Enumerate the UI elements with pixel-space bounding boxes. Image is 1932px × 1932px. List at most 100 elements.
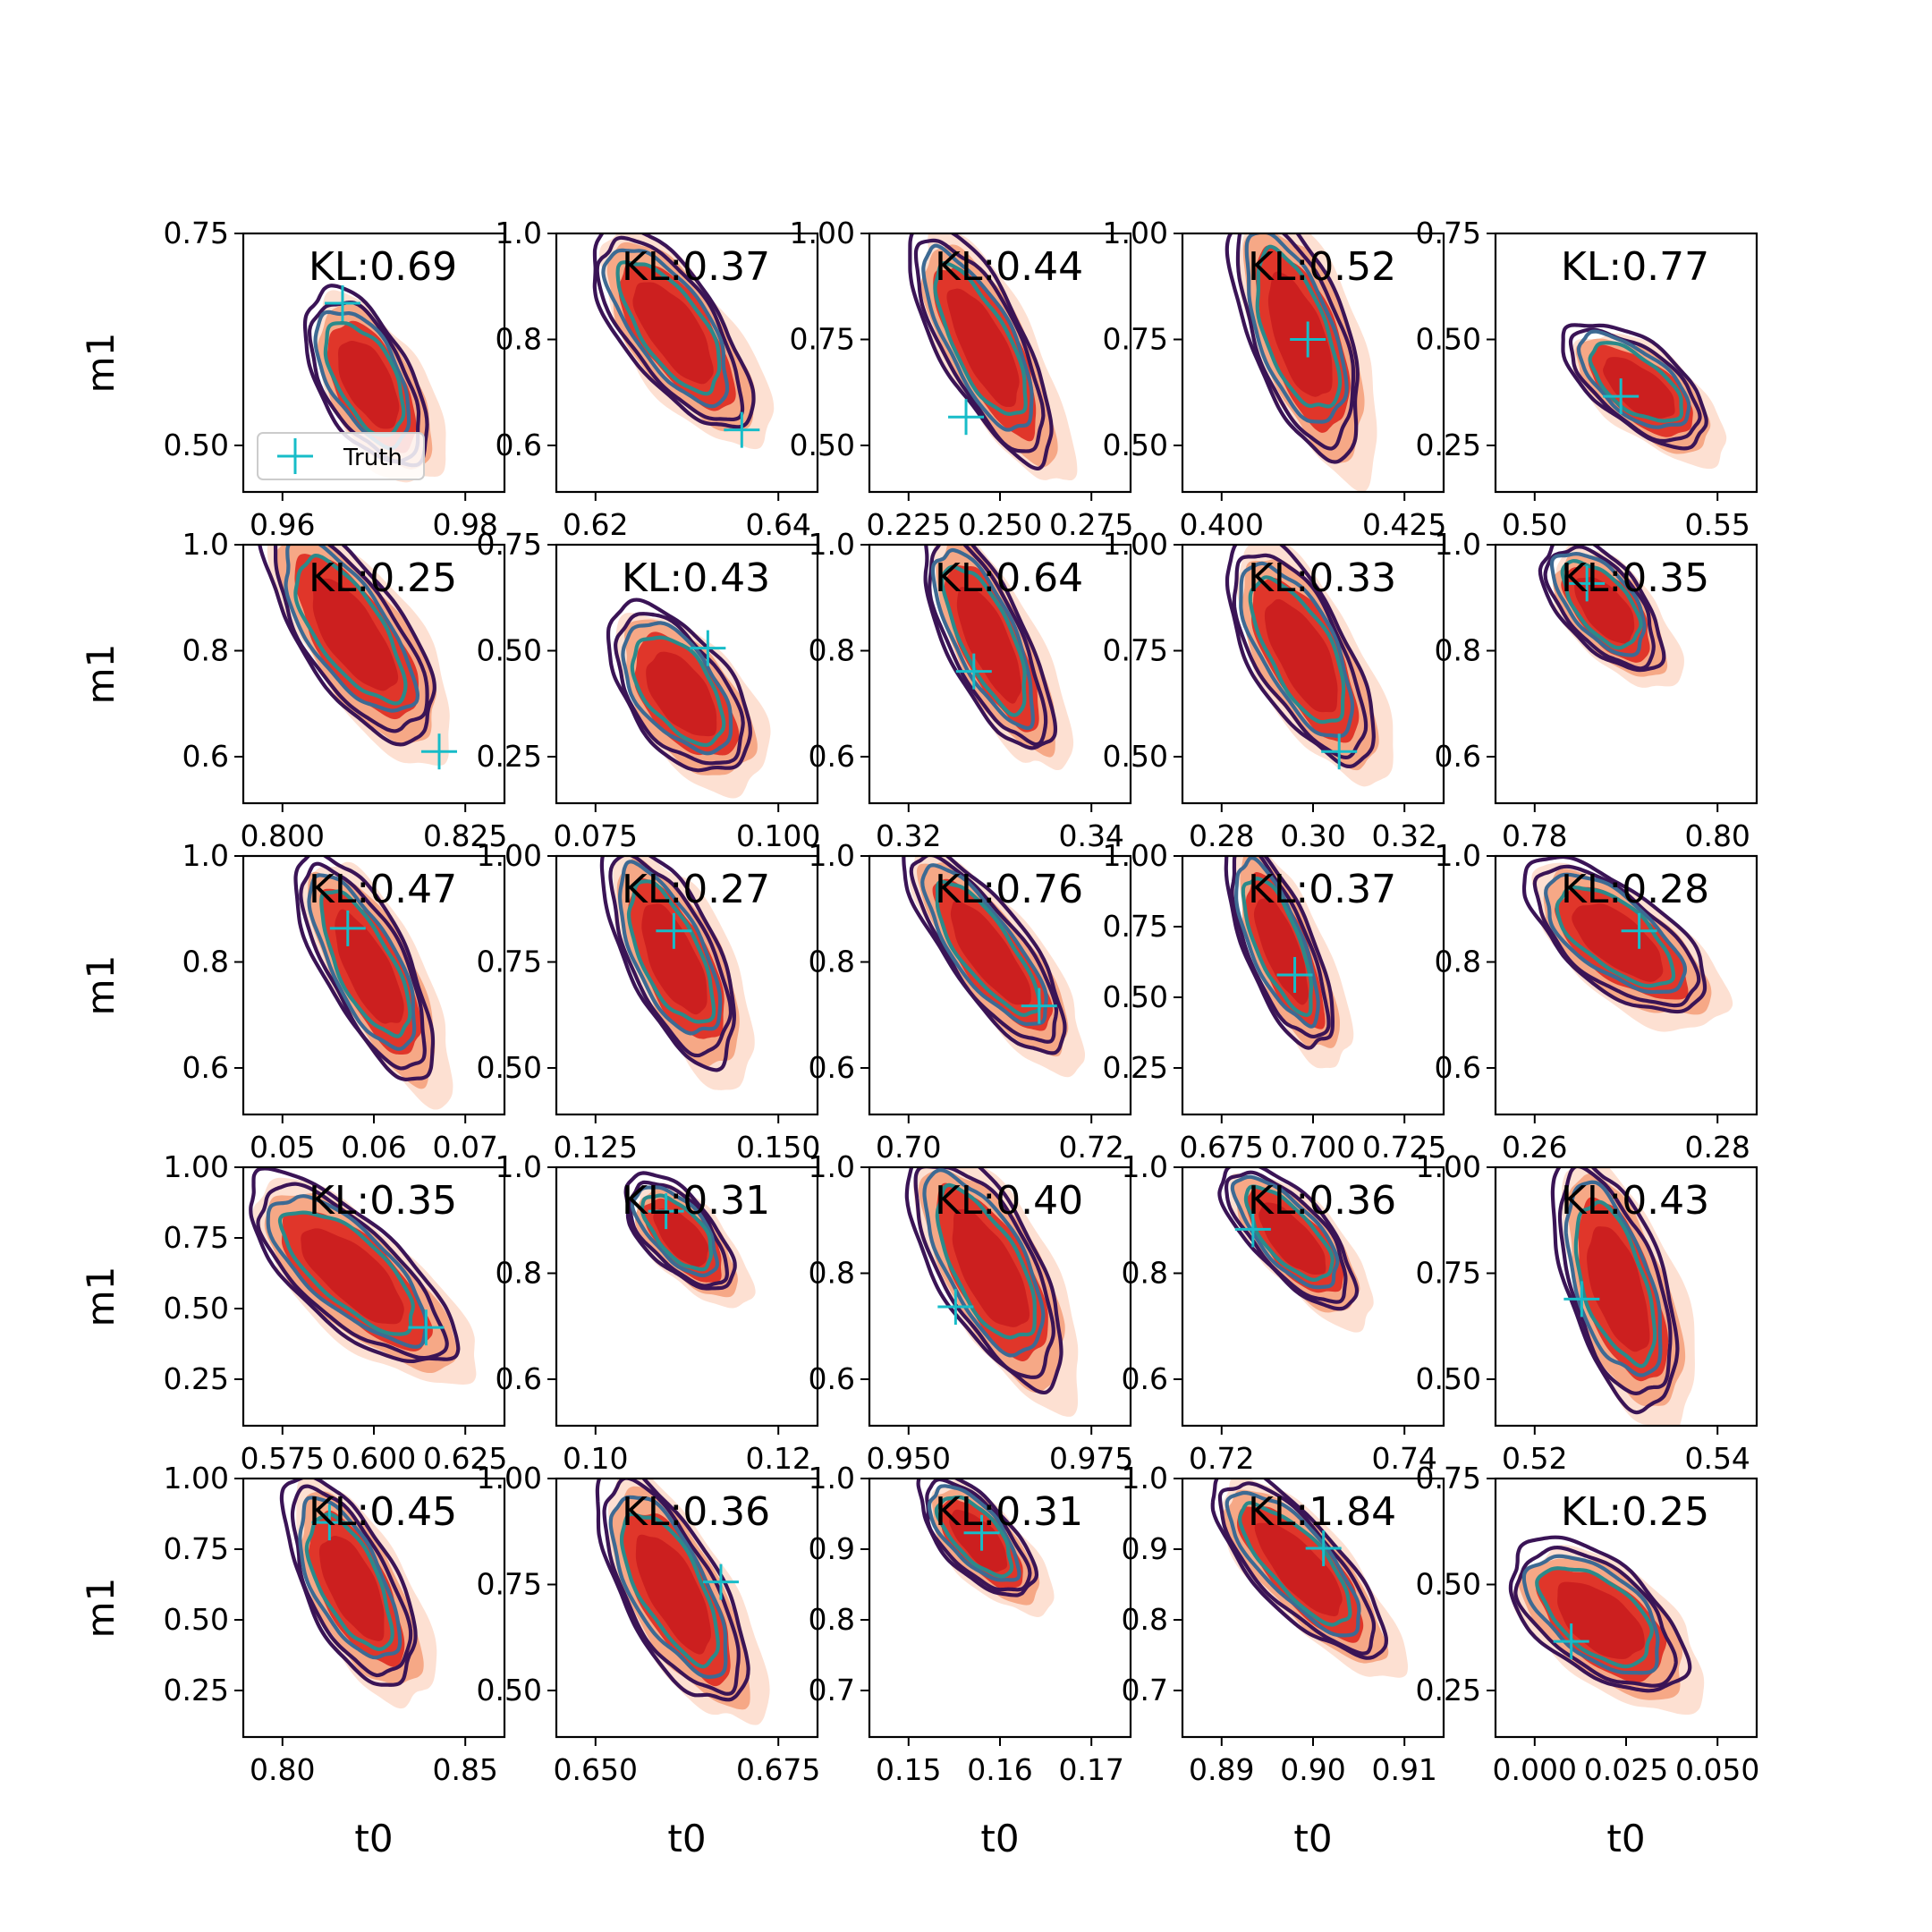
y-tick-label: 0.6	[1122, 1361, 1168, 1396]
x-tick-label: 0.55	[1684, 507, 1750, 542]
contour-line-1	[1568, 327, 1702, 444]
posterior-density	[1224, 233, 1377, 492]
axes-frame	[242, 543, 506, 805]
y-tick-label: 1.0	[496, 216, 542, 250]
panel-r3-c1: KL:0.31 0.10 0.12 1.0 0.8 0.6	[496, 1149, 819, 1476]
contour-line-1	[1543, 545, 1656, 671]
x-tick-label: 0.74	[1371, 1441, 1436, 1476]
panel-r3-c0: KL:0.35 0.575 0.600 0.625 1.00 0.75 0.50 0.25 m1	[79, 1149, 507, 1476]
truth-marker	[955, 653, 992, 690]
contour-line-0	[916, 1479, 1039, 1597]
y-tick-label: 0.8	[1122, 1602, 1168, 1637]
x-tick-label: 0.650	[554, 1752, 638, 1787]
truth-marker	[1021, 987, 1057, 1024]
x-tick-label: 0.64	[745, 507, 810, 542]
truth-marker	[690, 630, 726, 666]
contour-line-3	[630, 635, 726, 748]
y-tick-label: 0.50	[477, 1673, 542, 1707]
kl-annotation: KL:0.25	[1561, 1489, 1709, 1535]
y-tick-label: 1.0	[496, 1149, 542, 1184]
contour-line-2	[266, 1194, 428, 1349]
y-tick-label: 1.0	[1122, 1149, 1168, 1184]
y-tick-label: 0.75	[1103, 321, 1168, 356]
contour-line-1	[299, 861, 427, 1071]
contour-line-0	[1224, 233, 1360, 464]
x-tick-label: 0.78	[1502, 818, 1567, 853]
contour-line-1	[614, 612, 745, 766]
contour-line-3	[1248, 575, 1346, 724]
contour-line-0	[595, 1479, 750, 1702]
x-axis-label: t0	[1293, 1817, 1332, 1860]
axes-frame	[555, 1477, 819, 1739]
contour-line-0	[592, 233, 756, 429]
posterior-density	[916, 1479, 1055, 1617]
axes-frame	[868, 1165, 1132, 1428]
x-tick-label: 0.275	[1049, 507, 1133, 542]
x-tick-label: 0.800	[241, 818, 325, 853]
contour-line-1	[1235, 233, 1356, 451]
posterior-density	[1210, 1479, 1409, 1678]
panel-r1-c2: KL:0.64 0.32 0.34 1.0 0.8 0.6	[809, 527, 1132, 853]
x-tick-label: 0.26	[1502, 1130, 1567, 1165]
x-tick-label: 0.625	[423, 1441, 507, 1476]
axes-frame	[555, 232, 819, 494]
panel-r0-c4: KL:0.77 0.50 0.55 0.75 0.50 0.25	[1416, 216, 1758, 542]
x-tick-label: 0.16	[967, 1752, 1032, 1787]
y-tick-label: 1.00	[1416, 1149, 1481, 1184]
y-tick-label: 1.0	[1435, 527, 1481, 562]
x-tick-label: 0.32	[1371, 818, 1436, 853]
x-tick-label: 0.425	[1362, 507, 1446, 542]
density-level-3	[1574, 577, 1635, 644]
contour-line-3	[1573, 1199, 1657, 1368]
truth-marker	[702, 1563, 739, 1600]
y-tick-label: 0.6	[496, 1361, 542, 1396]
contour-line-0	[1210, 1479, 1389, 1660]
truth-marker	[1569, 565, 1606, 602]
axes-frame	[868, 543, 1132, 805]
contour-line-1	[909, 856, 1059, 1044]
x-tick-label: 0.150	[736, 1130, 820, 1165]
kl-annotation: KL:0.43	[1561, 1178, 1709, 1224]
x-axis-label: t0	[354, 1817, 393, 1860]
y-tick-label: 0.75	[477, 1566, 542, 1601]
contour-line-2	[922, 1167, 1046, 1358]
contour-line-2	[1576, 329, 1691, 429]
y-axis-label: m1	[79, 1267, 123, 1327]
y-axis-label: m1	[79, 333, 123, 394]
contour-line-0	[904, 1167, 1063, 1395]
y-tick-label: 0.75	[164, 1531, 229, 1566]
posterior-density	[1224, 856, 1354, 1069]
panel-r4-c1: KL:0.36 0.650 0.675 1.00 0.75 0.50 t0	[477, 1461, 821, 1860]
y-tick-label: 0.8	[809, 1255, 855, 1290]
panel-r2-c1: KL:0.27 0.125 0.150 1.00 0.75 0.50	[477, 838, 821, 1165]
contour-line-1	[273, 545, 429, 733]
kl-annotation: KL:0.31	[622, 1178, 770, 1224]
y-tick-label: 1.00	[164, 1461, 229, 1496]
panel-r2-c3: KL:0.37 0.675 0.700 0.725 1.00 0.75 0.50 0.25	[1103, 838, 1447, 1165]
contour-line-2	[298, 1496, 402, 1660]
kl-annotation: KL:1.84	[1248, 1489, 1396, 1535]
posterior-density	[1550, 1167, 1695, 1426]
x-tick-label: 0.400	[1180, 507, 1264, 542]
panel-r4-c0: KL:0.45 0.80 0.85 1.00 0.75 0.50 0.25 m1 t0	[79, 1461, 506, 1860]
contour-line-1	[925, 1479, 1032, 1592]
contour-line-2	[1244, 233, 1349, 424]
x-tick-label: 0.52	[1502, 1441, 1567, 1476]
kl-annotation: KL:0.40	[935, 1178, 1083, 1224]
density-level-3	[1603, 357, 1675, 419]
contour-line-3	[933, 260, 1028, 417]
posterior-density	[902, 856, 1086, 1078]
axes-frame	[1181, 1165, 1445, 1428]
truth-marker	[1305, 1530, 1342, 1567]
x-tick-label: 0.80	[250, 1752, 315, 1787]
kl-annotation: KL:0.36	[1248, 1178, 1396, 1224]
truth-marker	[937, 1289, 974, 1326]
y-tick-label: 0.50	[1416, 1361, 1481, 1396]
y-tick-label: 0.6	[809, 1050, 855, 1085]
contour-line-2	[617, 860, 723, 1036]
posterior-density	[923, 545, 1074, 771]
y-tick-label: 1.0	[809, 1461, 855, 1496]
contour-line-3	[626, 879, 716, 1024]
posterior-density	[908, 233, 1078, 481]
